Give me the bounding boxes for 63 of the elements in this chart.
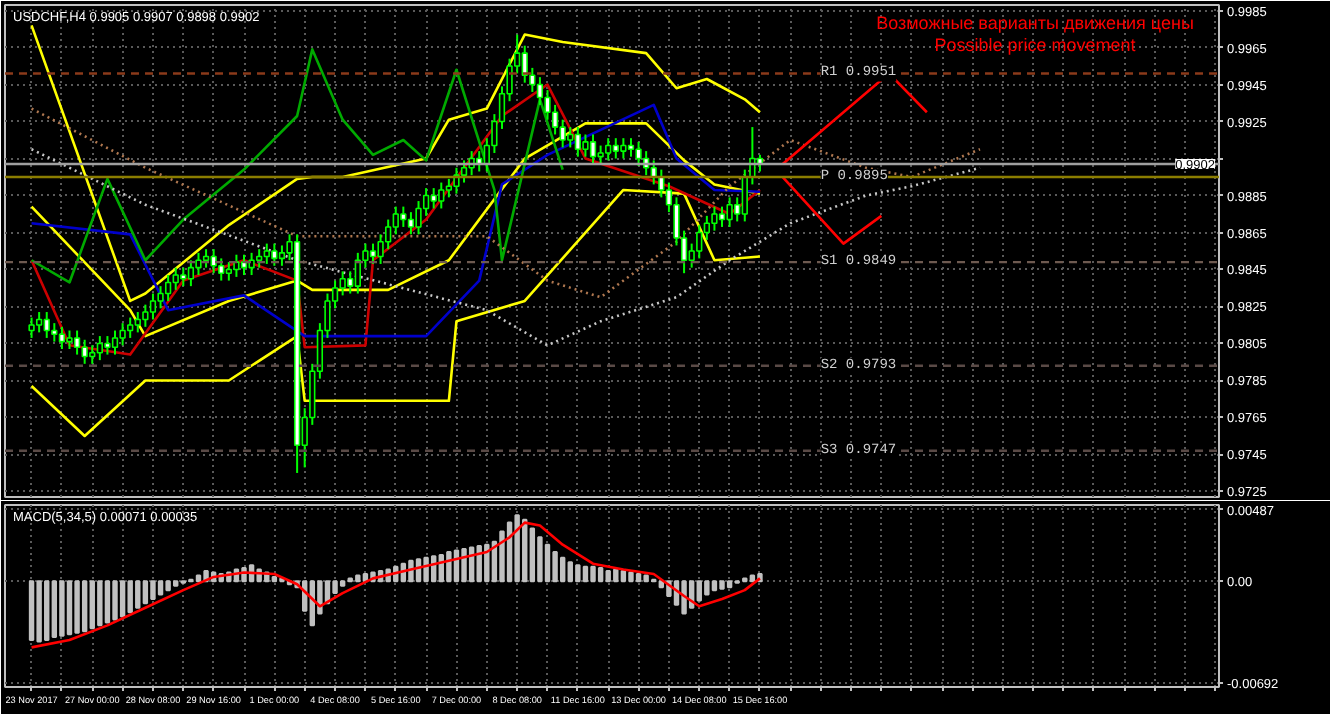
candlestick	[81, 338, 88, 365]
line-series	[30, 188, 762, 438]
candlestick	[718, 205, 726, 228]
candlestick	[96, 335, 103, 362]
candlestick	[605, 137, 612, 162]
candlestick	[726, 196, 733, 228]
annotation: Possible price movement	[934, 35, 1137, 55]
candlestick	[233, 253, 240, 278]
candlestick	[589, 133, 597, 166]
candlestick	[354, 251, 361, 295]
candlestick	[263, 242, 270, 265]
candlestick	[278, 244, 286, 267]
candlestick	[187, 259, 195, 288]
line-series	[30, 48, 564, 284]
candlestick	[567, 126, 574, 149]
candlestick	[218, 257, 225, 282]
candlestick	[202, 248, 210, 269]
line-series	[30, 147, 982, 347]
line-series	[30, 107, 982, 299]
candlestick	[271, 242, 278, 267]
candlestick	[438, 181, 445, 210]
candlestick	[635, 140, 642, 167]
annotation: Возможные варианты движения цены	[876, 13, 1194, 33]
candlestick	[58, 325, 66, 351]
candlestick	[119, 322, 126, 347]
candlestick	[164, 274, 172, 302]
candlestick	[134, 311, 141, 334]
candlestick	[612, 137, 619, 160]
candlestick	[369, 242, 377, 265]
candlestick	[582, 133, 589, 158]
candlestick	[127, 316, 134, 339]
candlestick	[711, 205, 718, 232]
line-series	[30, 521, 762, 649]
candlestick	[453, 166, 460, 195]
candlestick	[35, 311, 43, 334]
candlestick	[597, 144, 604, 166]
candlestick	[460, 159, 468, 184]
candlestick	[620, 137, 627, 160]
candlestick	[172, 266, 179, 291]
candlestick	[696, 224, 703, 260]
candlestick	[89, 344, 96, 365]
candlestick	[256, 248, 263, 269]
candlestick	[66, 329, 73, 351]
candlestick	[111, 329, 119, 356]
candlestick	[407, 211, 415, 236]
candlestick	[180, 266, 187, 288]
candlestick	[536, 76, 544, 106]
candlestick	[430, 187, 437, 210]
candlestick	[210, 248, 217, 275]
candlestick	[28, 316, 35, 339]
candlestick	[149, 292, 157, 321]
candlestick	[248, 251, 255, 277]
candlestick	[400, 205, 407, 228]
candlestick	[627, 137, 635, 158]
candlestick	[559, 118, 566, 149]
line-series	[30, 24, 762, 303]
candlestick	[225, 261, 232, 282]
candlestick	[574, 126, 582, 158]
candlestick	[43, 311, 50, 339]
candlestick	[468, 150, 475, 177]
candlestick	[392, 205, 399, 236]
candlestick	[73, 329, 81, 356]
candlestick	[104, 335, 111, 356]
